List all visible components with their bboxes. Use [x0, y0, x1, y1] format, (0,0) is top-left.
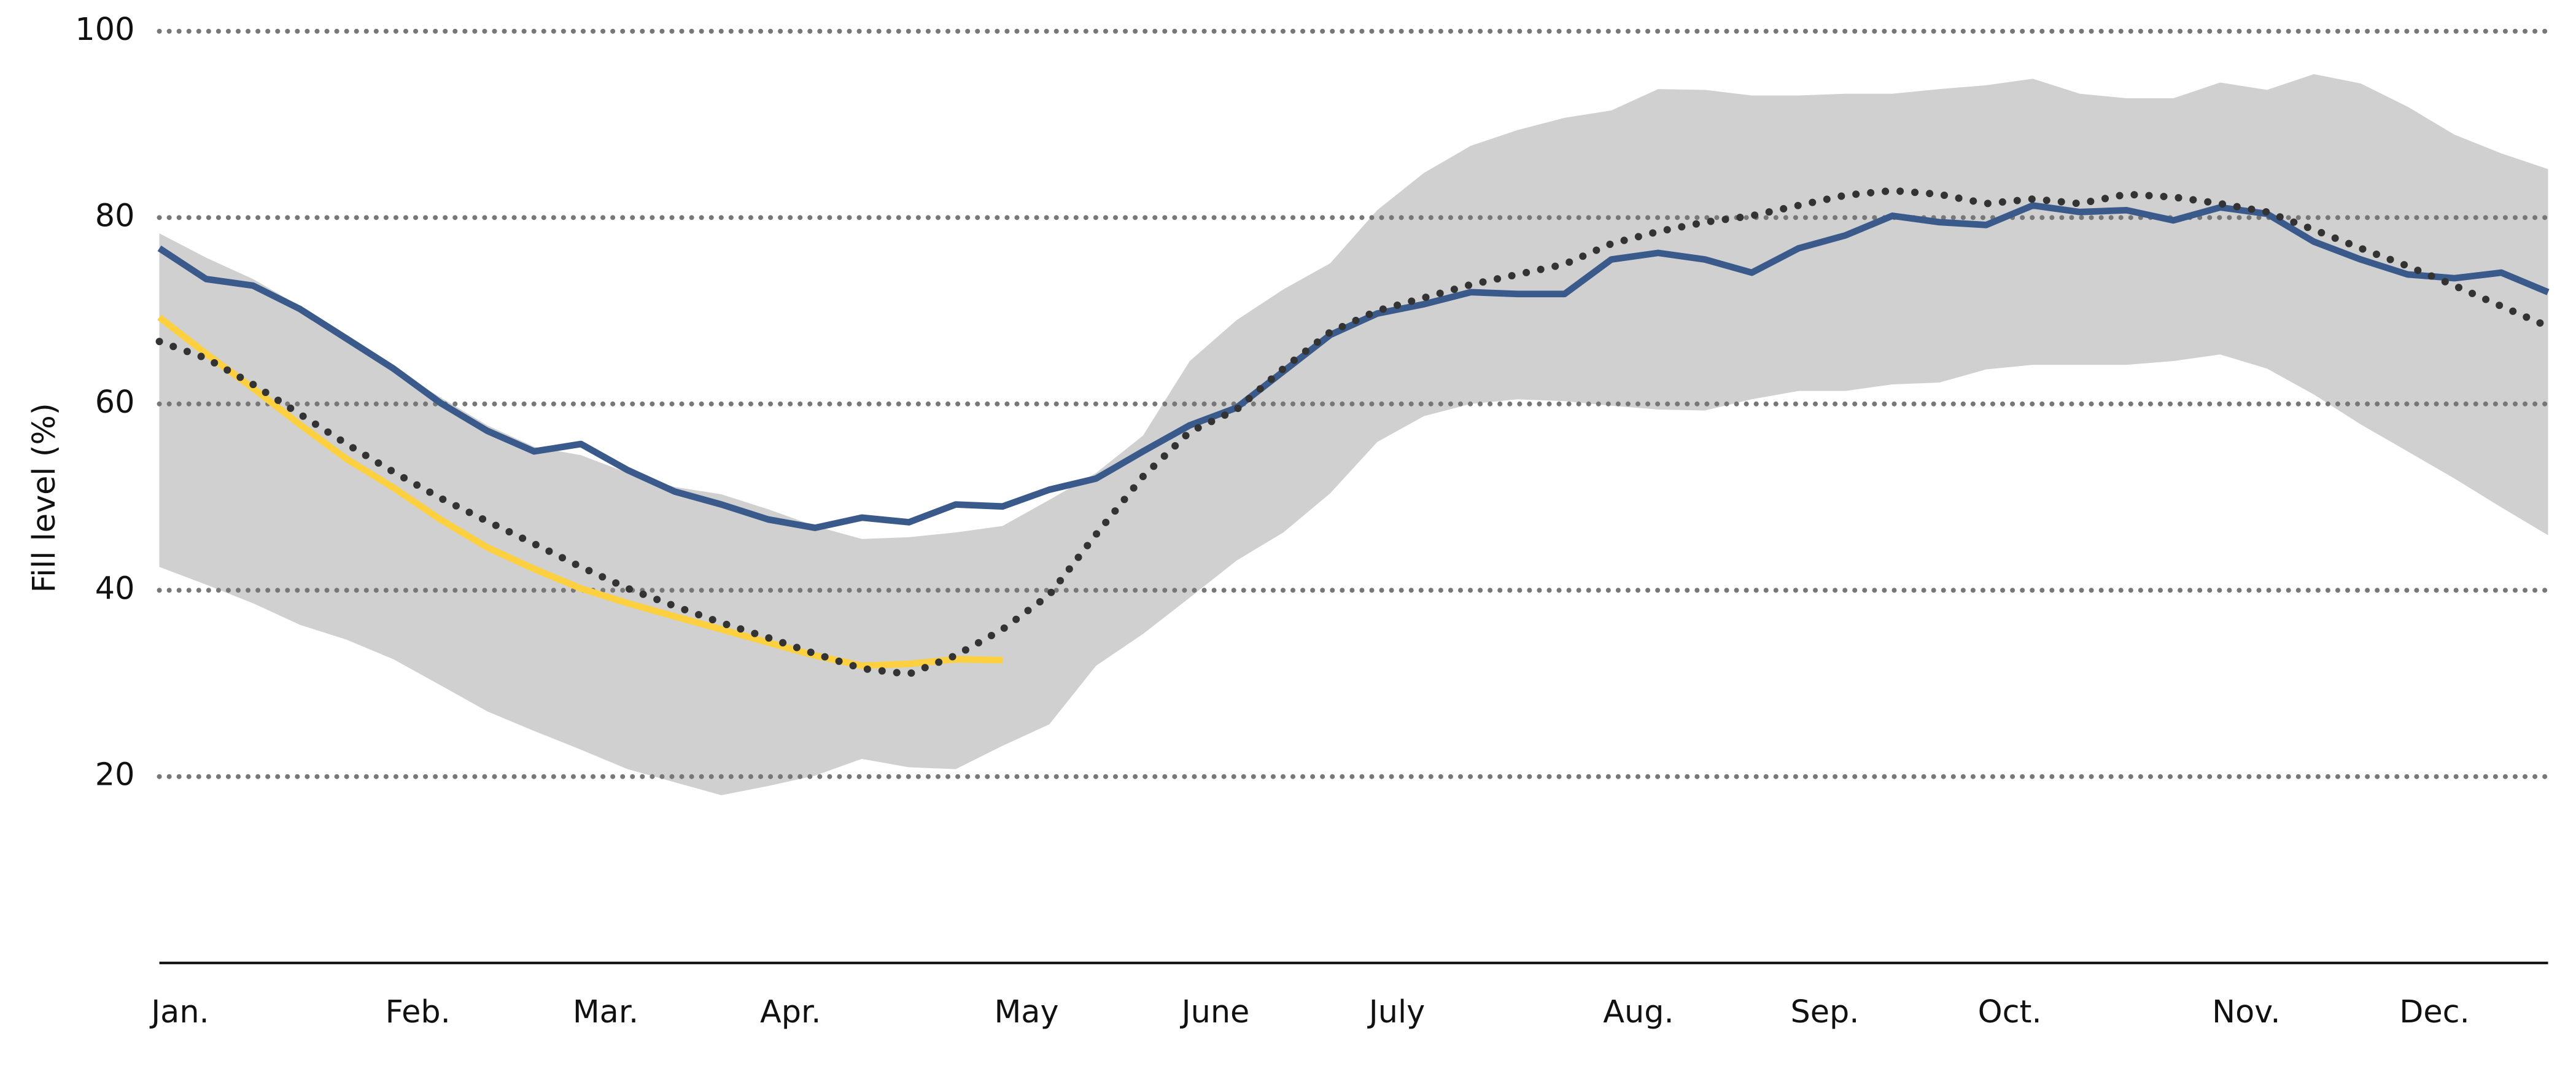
x-tick-label: Nov. [2212, 994, 2280, 1030]
y-tick-label: 100 [75, 11, 134, 47]
x-tick-label: Sep. [1790, 994, 1859, 1030]
x-tick-label: Mar. [573, 994, 638, 1030]
x-tick-label: Oct. [1978, 994, 2042, 1030]
x-tick-label: May [994, 994, 1058, 1030]
range-band [159, 74, 2548, 795]
x-tick-label: June [1180, 994, 1250, 1030]
series-line [157, 202, 2550, 531]
y-tick-label: 80 [95, 197, 135, 233]
y-tick-label: 20 [95, 757, 135, 793]
y-axis-label: Fill level (%) [26, 403, 62, 593]
series-line [157, 314, 1003, 669]
x-tick-label: July [1367, 994, 1425, 1030]
x-tick-label: Apr. [760, 994, 821, 1030]
y-tick-label: 60 [95, 384, 135, 420]
y-tick-label: 40 [95, 570, 135, 606]
series-line [155, 187, 2552, 678]
x-tick-label: Aug. [1603, 994, 1674, 1030]
x-tick-label: Jan. [149, 994, 209, 1030]
x-tick-label: Feb. [386, 994, 451, 1030]
x-tick-label: Dec. [2399, 994, 2470, 1030]
